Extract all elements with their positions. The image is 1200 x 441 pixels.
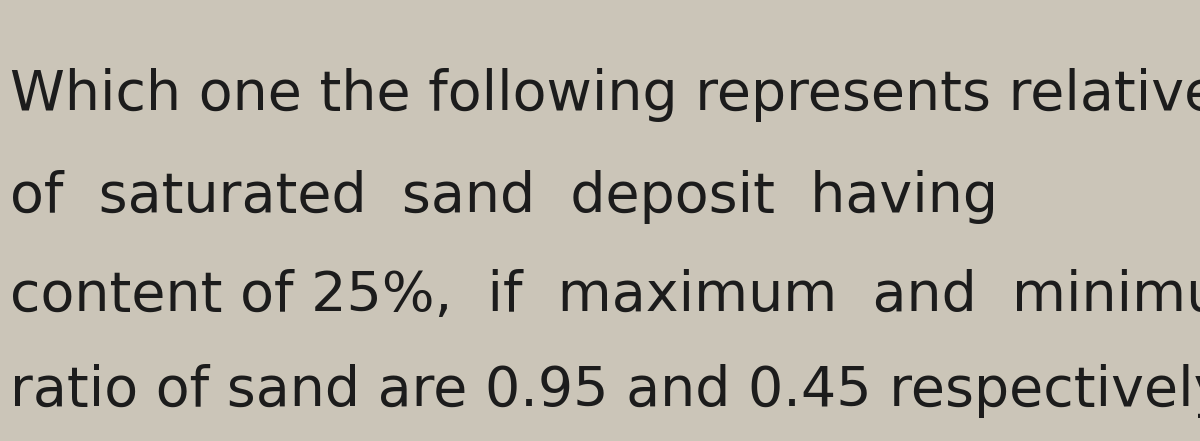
Text: content of 25%,  if  maximum  and  minimum: content of 25%, if maximum and minimum	[10, 269, 1200, 323]
Text: of  saturated  sand  deposit  having: of saturated sand deposit having	[10, 170, 1033, 224]
Text: ratio of sand are 0.95 and 0.45 respectively: ratio of sand are 0.95 and 0.45 respecti…	[10, 364, 1200, 418]
Text: Which one the following represents relative: Which one the following represents relat…	[10, 68, 1200, 122]
